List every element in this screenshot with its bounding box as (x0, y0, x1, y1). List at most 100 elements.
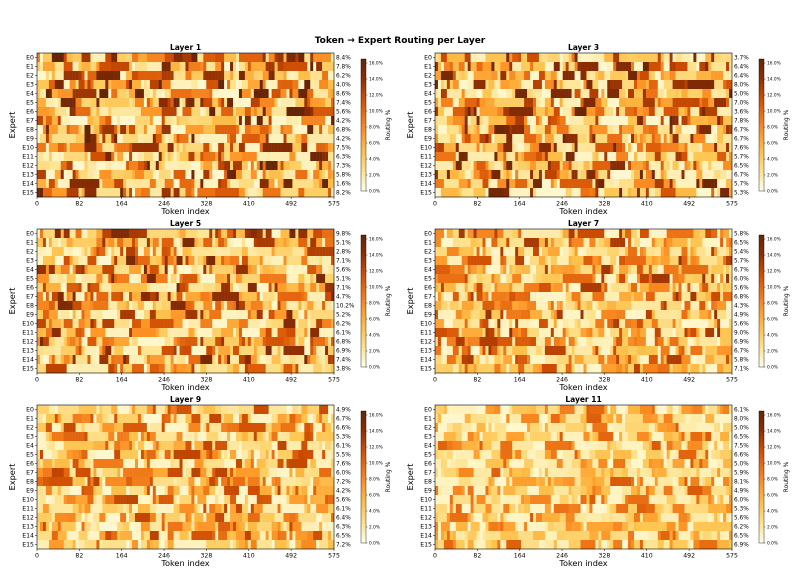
heatmap-cell (146, 310, 151, 320)
heatmap-cell (146, 179, 151, 189)
heatmap-cell (598, 134, 602, 144)
heatmap-cell (319, 143, 323, 153)
heatmap-cell (464, 188, 468, 198)
heatmap-cell (167, 256, 171, 266)
heatmap-cell (571, 188, 575, 198)
heatmap-cell (556, 161, 560, 171)
heatmap-cell (286, 179, 290, 189)
heatmap-cell (458, 179, 462, 189)
heatmap-cell (556, 134, 560, 144)
heatmap-cell (45, 134, 50, 144)
heatmap-cell (562, 152, 566, 162)
heatmap-cell (206, 143, 210, 153)
heatmap-cell (319, 179, 323, 189)
heatmap-cell (328, 229, 332, 239)
heatmap-cell (586, 89, 590, 99)
heatmap-cell (108, 179, 112, 189)
heatmap-cell (173, 80, 177, 90)
heatmap-cell (325, 161, 329, 171)
heatmap-cell (99, 337, 103, 347)
heatmap-cell (69, 53, 73, 63)
heatmap-cell (87, 328, 91, 338)
heatmap-cell (212, 337, 216, 347)
heatmap-cell (105, 256, 109, 266)
heatmap-cell (654, 71, 658, 81)
heatmap-cell (84, 80, 88, 90)
heatmap-cell (155, 143, 160, 153)
heatmap-cell (197, 292, 201, 302)
heatmap-cell (45, 98, 50, 108)
heatmap-cell (155, 89, 160, 99)
heatmap-cell (39, 116, 44, 126)
heatmap-cell (72, 107, 76, 117)
heatmap-cell (515, 71, 519, 81)
heatmap-cell (295, 53, 299, 63)
heatmap-cell (322, 179, 326, 189)
heatmap-cell (696, 170, 700, 180)
heatmap-cell (595, 152, 599, 162)
heatmap-cell (149, 238, 154, 248)
heatmap-cell (256, 283, 260, 293)
heatmap-cell (105, 80, 109, 90)
heatmap-cell (233, 143, 237, 153)
heatmap-cell (63, 80, 67, 90)
heatmap-cell (265, 310, 269, 320)
heatmap-cell (250, 161, 255, 171)
heatmap-cell (182, 125, 186, 135)
heatmap-cell (592, 89, 596, 99)
heatmap-cell (105, 152, 109, 162)
heatmap-cell (645, 80, 650, 90)
heatmap-cell (57, 364, 62, 374)
heatmap-cell (678, 53, 682, 63)
heatmap-cell (135, 328, 139, 338)
heatmap-cell (322, 161, 326, 171)
heatmap-cell (601, 188, 605, 198)
heatmap-cell (63, 107, 67, 117)
heatmap-cell (458, 62, 462, 72)
heatmap-cell (105, 107, 109, 117)
heatmap-cell (289, 80, 293, 90)
heatmap-cell (316, 53, 320, 63)
heatmap-cell (105, 98, 109, 108)
heatmap-cell (39, 170, 44, 180)
heatmap-cell (583, 143, 587, 153)
heatmap-cell (215, 188, 219, 198)
heatmap-cell (565, 98, 569, 108)
heatmap-cell (589, 89, 593, 99)
heatmap-cell (280, 161, 284, 171)
heatmap-cell (666, 125, 670, 135)
heatmap-cell (161, 170, 165, 180)
heatmap-cell (256, 107, 260, 117)
heatmap-cell (316, 337, 320, 347)
heatmap-cell (310, 283, 314, 293)
heatmap-cell (470, 188, 474, 198)
heatmap-cell (173, 71, 177, 81)
heatmap-cell (126, 107, 130, 117)
heatmap-cell (592, 116, 596, 126)
heatmap-cell (607, 170, 611, 180)
heatmap-cell (625, 62, 629, 72)
colorbar-tick-label: 12.0% (369, 93, 383, 99)
heatmap-cell (244, 170, 249, 180)
heatmap-cell (182, 274, 186, 284)
heatmap-cell (702, 107, 706, 117)
heatmap-cell (75, 355, 79, 365)
heatmap-cell (66, 53, 70, 63)
heatmap-cell (726, 89, 730, 99)
heatmap-cell (99, 283, 103, 293)
heatmap-cell (277, 62, 281, 72)
heatmap-cell (693, 125, 697, 135)
heatmap-cell (161, 134, 165, 144)
heatmap-cell (51, 319, 56, 329)
heatmap-cell (295, 346, 299, 356)
heatmap-cell (307, 107, 311, 117)
heatmap-cell (188, 256, 192, 266)
heatmap-cell (235, 319, 240, 329)
heatmap-cell (149, 256, 154, 266)
heatmap-cell (132, 355, 136, 365)
heatmap-cell (298, 346, 302, 356)
heatmap-cell (304, 188, 308, 198)
heatmap-cell (149, 274, 154, 284)
heatmap-cell (651, 116, 656, 126)
heatmap-cell (295, 364, 299, 374)
